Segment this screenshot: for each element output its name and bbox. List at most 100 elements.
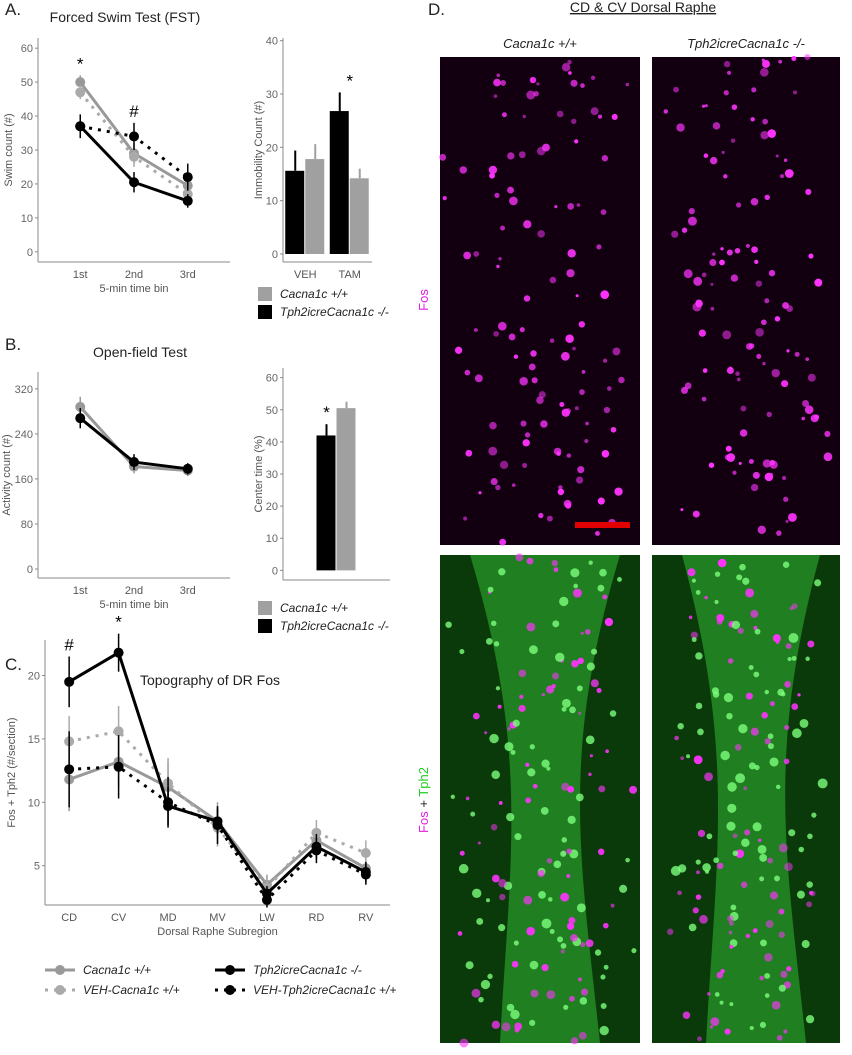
- cell: [629, 785, 638, 794]
- cell: [749, 1025, 754, 1031]
- cell: [782, 561, 790, 569]
- cell: [512, 719, 520, 727]
- cell: [498, 924, 506, 932]
- cell: [729, 1002, 734, 1007]
- legend-label: VEH-Tph2icreCacna1c +/+: [253, 983, 396, 997]
- cell: [707, 992, 711, 996]
- cell: [762, 459, 772, 468]
- cell: [527, 768, 536, 777]
- cell: [538, 512, 544, 519]
- cell: [778, 931, 786, 938]
- cell: [774, 316, 781, 322]
- cell: [603, 964, 609, 970]
- y-axis-label: Swim count (#): [3, 113, 15, 186]
- bar: [305, 159, 325, 254]
- cell: [677, 722, 684, 730]
- panel-label: C.: [5, 655, 22, 674]
- cell: [597, 848, 605, 856]
- cell: [791, 703, 799, 710]
- cell: [759, 939, 767, 947]
- cell: [576, 685, 583, 692]
- point: [311, 845, 322, 856]
- cell: [729, 920, 734, 926]
- cell: [474, 374, 483, 383]
- cell: [771, 368, 780, 378]
- cell: [478, 491, 482, 495]
- cell: [625, 82, 630, 87]
- cell: [546, 990, 556, 1000]
- y-tick-label: 30: [266, 89, 278, 101]
- y-tick-label: 30: [266, 469, 278, 481]
- cell: [520, 420, 527, 427]
- cell: [599, 1025, 609, 1036]
- cell: [720, 750, 730, 761]
- cell: [577, 657, 584, 665]
- cell: [488, 165, 498, 175]
- cell: [793, 90, 798, 95]
- cell: [513, 354, 519, 359]
- y-tick-label: 20: [266, 142, 278, 154]
- cell: [557, 488, 565, 496]
- bar: [316, 435, 336, 571]
- cell: [553, 567, 559, 573]
- cell: [522, 463, 528, 469]
- cell: [565, 334, 574, 344]
- cell: [794, 351, 800, 357]
- legend-label: VEH-Cacna1c +/+: [83, 983, 180, 997]
- cell: [769, 701, 775, 707]
- cell: [491, 1020, 501, 1029]
- cell: [799, 718, 809, 728]
- cell: [711, 687, 719, 695]
- cell: [568, 71, 572, 75]
- cell: [692, 907, 699, 914]
- cell: [750, 727, 759, 736]
- cell: [787, 656, 792, 662]
- cell: [703, 153, 709, 158]
- cell: [714, 992, 720, 997]
- cell: [785, 643, 792, 650]
- annotation: #: [64, 635, 74, 654]
- cell: [708, 462, 715, 468]
- x-axis-label: 5-min time bin: [99, 599, 168, 611]
- cell: [457, 931, 463, 936]
- legend-swatch: [258, 601, 272, 615]
- cell: [727, 782, 737, 792]
- cell: [814, 579, 822, 587]
- cell: [697, 728, 704, 736]
- cell: [485, 637, 493, 645]
- cell: [766, 411, 772, 418]
- y-axis-label: Fos + Tph2 (#/section): [6, 717, 18, 827]
- cell: [680, 386, 689, 394]
- cell: [590, 75, 596, 80]
- cell: [796, 890, 805, 899]
- cell: [602, 594, 608, 600]
- cell: [565, 502, 572, 509]
- cell: [805, 656, 810, 661]
- cell: [561, 698, 571, 708]
- cell: [594, 949, 602, 956]
- y-tick-label: 320: [15, 384, 33, 396]
- panel-label: D.: [428, 0, 445, 19]
- cell: [458, 863, 469, 874]
- cell: [472, 888, 482, 899]
- cell: [552, 672, 560, 680]
- cell: [528, 363, 536, 371]
- cell: [541, 918, 552, 929]
- cell: [579, 997, 588, 1005]
- cell: [735, 371, 740, 377]
- cell: [717, 558, 727, 568]
- y-tick-label: 0: [27, 247, 33, 259]
- chart-title: Open-field Test: [93, 344, 187, 360]
- cell: [566, 848, 572, 854]
- point: [129, 457, 139, 468]
- cell: [693, 276, 703, 286]
- cell: [570, 79, 578, 87]
- cell: [529, 960, 539, 970]
- cell: [710, 306, 715, 311]
- y-tick-label: 60: [266, 373, 278, 385]
- cell: [631, 948, 637, 954]
- cell: [760, 67, 769, 77]
- cell: [513, 940, 519, 946]
- tissue: [682, 555, 820, 1043]
- cell: [522, 114, 526, 119]
